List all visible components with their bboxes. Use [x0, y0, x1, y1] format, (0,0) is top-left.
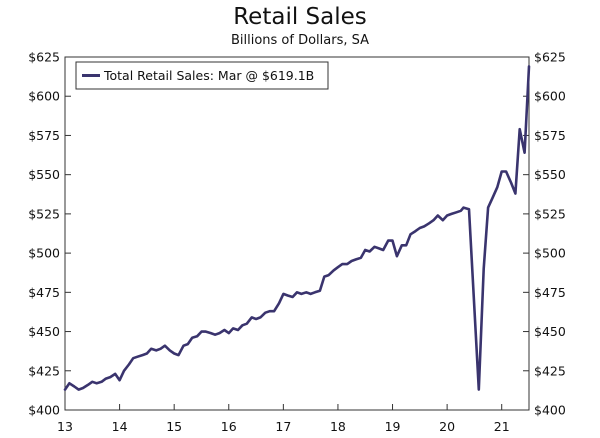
y-tick-label-right: $400 [534, 403, 566, 418]
x-tick-label: 13 [57, 419, 73, 434]
series-line [63, 65, 531, 391]
y-tick-label-right: $600 [534, 89, 566, 104]
x-tick-label: 18 [330, 419, 346, 434]
x-tick-label: 15 [166, 419, 182, 434]
y-tick-label-left: $475 [28, 285, 60, 300]
y-tick-label-left: $400 [28, 403, 60, 418]
y-tick-label-left: $425 [28, 363, 60, 378]
x-tick-label: 20 [439, 419, 455, 434]
y-tick-label-right: $425 [534, 363, 566, 378]
y-tick-label-right: $500 [534, 246, 566, 261]
y-tick-label-left: $525 [28, 206, 60, 221]
y-tick-label-right: $575 [534, 128, 566, 143]
chart-title: Retail Sales [233, 4, 367, 30]
y-tick-label-right: $475 [534, 285, 566, 300]
y-tick-label-right: $525 [534, 206, 566, 221]
y-tick-label-right: $625 [534, 50, 566, 65]
y-tick-label-left: $625 [28, 50, 60, 65]
x-tick-label: 21 [494, 419, 510, 434]
y-tick-label-right: $450 [534, 324, 566, 339]
y-tick-label-left: $500 [28, 246, 60, 261]
legend-label: Total Retail Sales: Mar @ $619.1B [103, 68, 314, 83]
y-tick-label-left: $550 [28, 167, 60, 182]
y-tick-label-right: $550 [534, 167, 566, 182]
y-tick-label-left: $600 [28, 89, 60, 104]
x-tick-label: 14 [112, 419, 128, 434]
x-tick-label: 16 [221, 419, 237, 434]
legend-box [75, 61, 329, 90]
y-tick-label-left: $575 [28, 128, 60, 143]
x-tick-label: 17 [275, 419, 291, 434]
x-tick-label: 19 [385, 419, 401, 434]
plot-area-frame [64, 56, 530, 411]
chart-subtitle: Billions of Dollars, SA [230, 33, 370, 48]
y-tick-label-left: $450 [28, 324, 60, 339]
